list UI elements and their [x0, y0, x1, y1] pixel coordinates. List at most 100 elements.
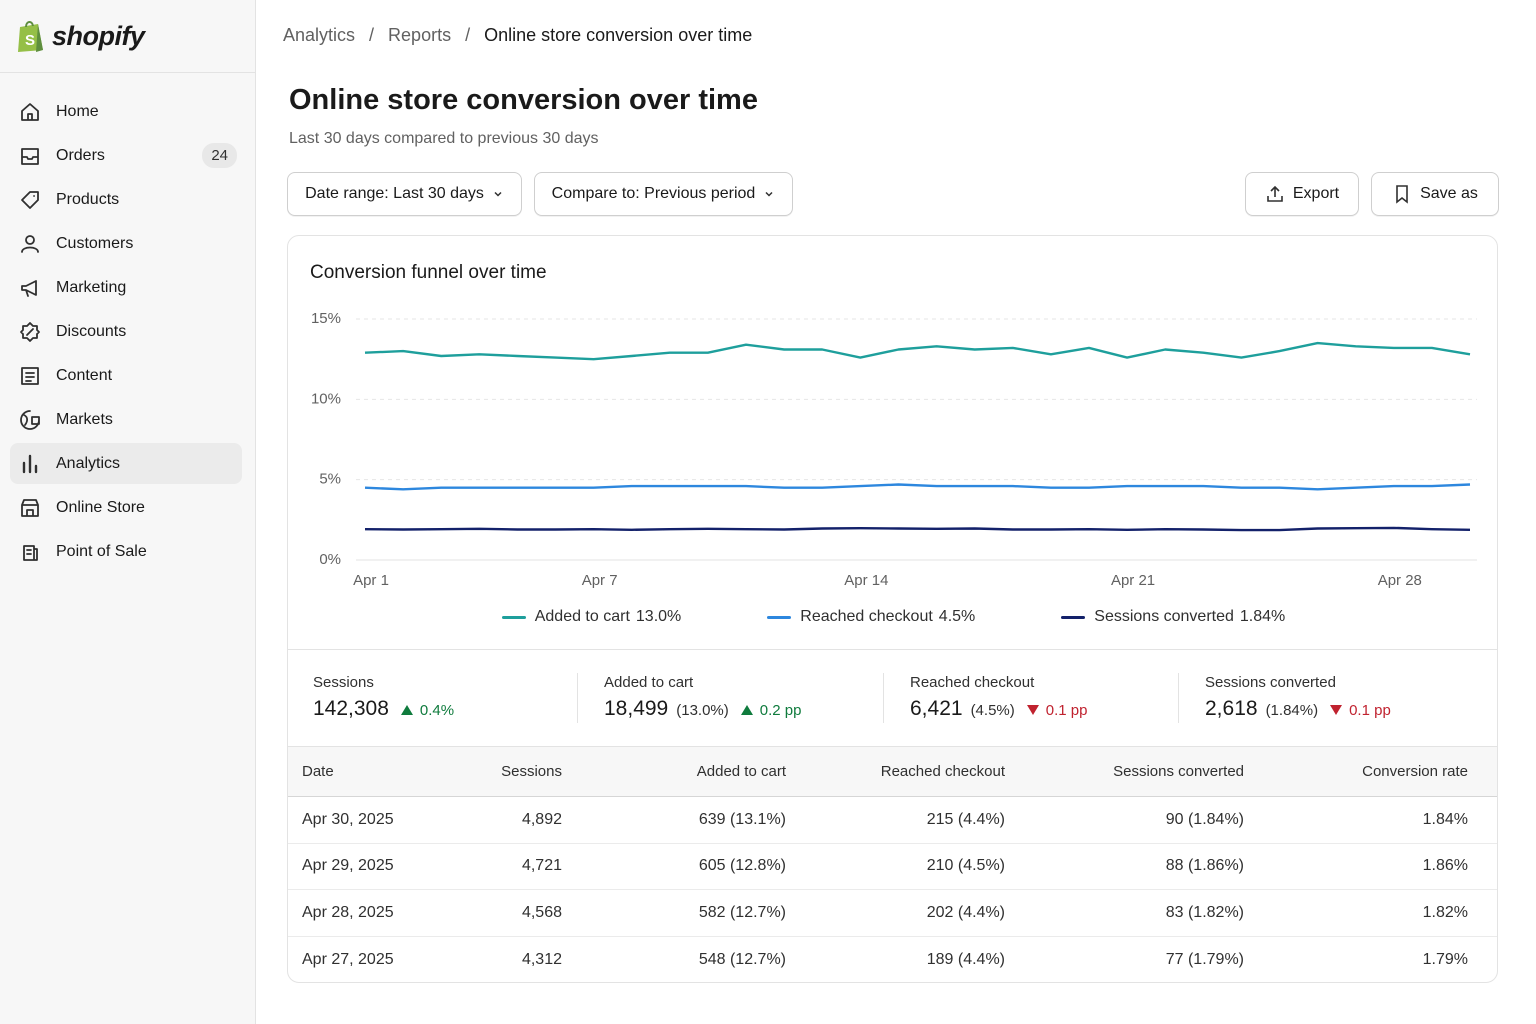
table-body: Apr 30, 2025 4,892 639 (13.1%) 215 (4.4%) 90…	[288, 796, 1497, 983]
breadcrumb-item[interactable]: Analytics	[283, 25, 356, 45]
x-tick-label: Apr 28	[1378, 572, 1422, 589]
column-header: Sessions converted	[1005, 746, 1244, 797]
y-tick-label: 10%	[311, 390, 341, 407]
nav-item[interactable]: Marketing	[10, 267, 242, 308]
table-cell: 1.79%	[1422, 950, 1468, 968]
change-arrow	[740, 705, 753, 715]
metric: Sessions 142,308 0.4%	[313, 650, 454, 721]
nav-item[interactable]: Markets	[10, 399, 242, 440]
table-header: Date Sessions Added to cart Reached checkou…	[288, 746, 1497, 797]
metric-change: 0.1 pp	[1330, 702, 1391, 719]
nav-label: Orders	[56, 146, 105, 164]
legend-item: Added to cart 13.0%	[501, 608, 682, 626]
nav-icon	[21, 234, 39, 253]
metric-value: 6,421	[910, 697, 963, 720]
legend-label: Reached checkout	[800, 608, 933, 625]
column-header: Sessions	[488, 746, 562, 797]
nav-item[interactable]: Products	[10, 179, 242, 220]
table-cell: 1.86%	[1244, 843, 1497, 890]
table-cell: Apr 29, 2025	[288, 843, 488, 890]
nav-item[interactable]: Point of Sale	[10, 531, 242, 572]
change-value: 0.1 pp	[1349, 701, 1391, 719]
legend-item: Reached checkout 4.5%	[767, 608, 975, 626]
icon-shape	[21, 147, 39, 165]
y-tick-label: 0%	[319, 551, 341, 568]
breadcrumb-separator: /	[369, 25, 375, 45]
nav-item[interactable]: Analytics	[10, 443, 242, 484]
x-tick-label: Apr 7	[582, 572, 618, 589]
nav-label: Analytics	[56, 454, 121, 472]
nav-item[interactable]: Home	[10, 91, 242, 132]
table-cell: 215 (4.4%)	[786, 796, 1005, 844]
metric-row: 2,618 (1.84%) 0.1 pp	[1205, 697, 1391, 721]
series-line	[364, 526, 1471, 532]
date-range-button[interactable]: Date range: Last 30 days	[287, 172, 522, 216]
compare-button[interactable]: Compare to: Previous period	[534, 172, 793, 216]
export-button[interactable]: Export	[1245, 172, 1359, 216]
icon-shape	[20, 409, 40, 430]
nav-item[interactable]: Discounts	[10, 311, 242, 352]
button-label: Date range: Last 30 days	[305, 185, 484, 202]
nav-item[interactable]: Orders 24	[10, 135, 242, 176]
legend-value: 13.0%	[635, 608, 682, 625]
change-value: 0.2 pp	[759, 701, 802, 719]
nav-icon	[21, 498, 39, 517]
breadcrumb-item[interactable]: Reports	[388, 25, 452, 45]
nav-badge: 24	[202, 143, 237, 168]
table-cell: 582 (12.7%)	[562, 889, 786, 937]
table-cell: Apr 28, 2025	[288, 889, 488, 937]
column-header: Conversion rate	[1244, 746, 1497, 797]
page-title: Online store conversion over time	[289, 84, 758, 116]
metric: Sessions converted 2,618 (1.84%) 0.1 pp	[1178, 650, 1391, 723]
x-tick-label: Apr 1	[353, 572, 389, 589]
legend-label: Added to cart	[534, 608, 630, 625]
metric-change: 0.1 pp	[1026, 702, 1087, 719]
change-arrow	[400, 705, 413, 715]
nav-icon	[22, 454, 38, 473]
table-row: Apr 29, 2025 4,721 605 (12.8%) 210 (4.5%) 88…	[288, 843, 1497, 890]
table-row: Apr 28, 2025 4,568 582 (12.7%) 202 (4.4%) 83…	[288, 889, 1497, 937]
logo[interactable]: S shopify	[0, 0, 255, 73]
nav-label: Point of Sale	[56, 542, 147, 560]
table-cell: 4,568	[488, 889, 562, 937]
legend: Added to cart 13.0% Reached checkout 4.5% Se…	[288, 608, 1497, 626]
logo-text: shopify	[52, 20, 145, 51]
data-table: Date Sessions Added to cart Reached checkou…	[288, 746, 1497, 983]
metric-value: 18,499	[604, 697, 669, 720]
button-label: Compare to: Previous period	[551, 185, 756, 202]
nav-icon	[21, 366, 39, 385]
breadcrumb-separator: /	[465, 25, 471, 45]
icon-shape	[21, 366, 39, 385]
nav-label: Content	[56, 366, 113, 384]
nav-label: Products	[56, 190, 120, 208]
metric-change: 0.2 pp	[740, 701, 802, 719]
metric-change: 0.4%	[400, 702, 454, 719]
metric-label: Added to cart	[604, 674, 694, 691]
table-cell: Apr 27, 2025	[302, 950, 394, 968]
nav-item[interactable]: Online Store	[10, 487, 242, 528]
button-label: Save as	[1420, 185, 1478, 202]
table-cell: 1.82%	[1244, 889, 1497, 937]
breadcrumb: Analytics / Reports / Online store conversio…	[283, 25, 752, 46]
legend-swatch	[767, 615, 792, 619]
legend-swatch	[501, 615, 526, 619]
metric-row: 18,499 (13.0%) 0.2 pp	[604, 697, 801, 721]
button-label: Export	[1292, 185, 1340, 202]
nav-item[interactable]: Customers	[10, 223, 242, 264]
y-tick-label: 5%	[319, 471, 341, 488]
metric-value: 2,618	[1205, 697, 1258, 720]
icon-shape	[21, 190, 39, 209]
save-button[interactable]: Save as	[1371, 172, 1499, 216]
x-tick-label: Apr 21	[1111, 572, 1155, 589]
y-tick-label: 15%	[311, 310, 341, 327]
nav-icon	[20, 409, 40, 430]
page-subtitle: Last 30 days compared to previous 30 day…	[289, 130, 599, 147]
chevron	[765, 191, 773, 197]
nav-item[interactable]: Content	[10, 355, 242, 396]
sidebar: S shopify Home Orders 24 Products Customers M…	[0, 0, 256, 1024]
table-cell: 202 (4.4%)	[786, 889, 1005, 937]
nav-icon	[21, 190, 39, 209]
metric-row: 142,308 0.4%	[313, 697, 454, 721]
svg-text:S: S	[25, 32, 35, 49]
export-icon	[1267, 185, 1283, 202]
